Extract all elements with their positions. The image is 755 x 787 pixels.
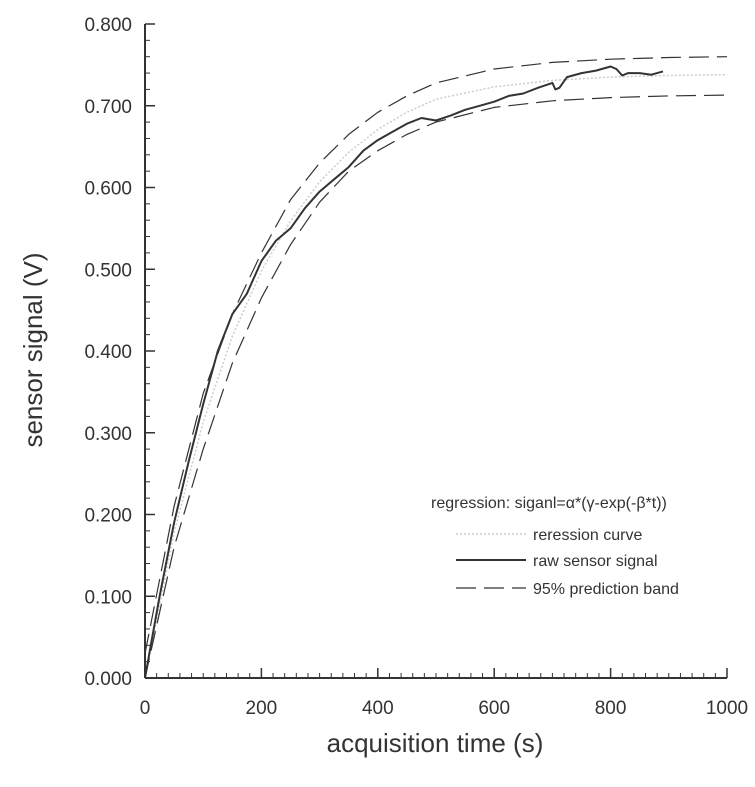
curves-layer: [144, 56, 728, 679]
y-tick-label: 0.700: [84, 97, 132, 118]
x-tick-label: 800: [595, 698, 627, 719]
y-axis-title: sensor signal (V): [18, 252, 48, 447]
legend-label-regression: reression curve: [533, 527, 642, 544]
legend-title: regression: siganl=α*(γ-exp(-β*t)): [431, 495, 667, 512]
x-tick-label: 1000: [706, 698, 748, 719]
legend-label-band: 95% prediction band: [533, 581, 679, 598]
legend-label-raw: raw sensor signal: [533, 553, 658, 570]
x-tick-label: 0: [140, 698, 151, 719]
x-tick-label: 600: [478, 698, 510, 719]
legend: regression: siganl=α*(γ-exp(-β*t)) reres…: [431, 495, 679, 598]
ticks-layer: 0 200 400 600 800 1000 0.000 0.100 0.200 0.300 0.4…: [84, 15, 748, 719]
y-tick-label: 0.100: [84, 587, 132, 608]
y-tick-label: 0.200: [84, 506, 132, 527]
y-tick-label: 0.000: [84, 669, 132, 690]
x-tick-label: 200: [246, 698, 278, 719]
y-tick-label: 0.400: [84, 342, 132, 363]
x-axis-title: acquisition time (s): [327, 728, 544, 758]
y-tick-label: 0.600: [84, 179, 132, 200]
prediction-band-upper-line: [144, 56, 728, 654]
x-tick-label: 400: [362, 698, 394, 719]
plot-area: 0 200 400 600 800 1000 0.000 0.100 0.200 0.300 0.4…: [84, 15, 748, 719]
y-tick-label: 0.500: [84, 260, 132, 281]
y-tick-label: 0.800: [84, 15, 132, 36]
y-tick-label: 0.300: [84, 424, 132, 445]
prediction-band-lower-line: [144, 94, 728, 679]
